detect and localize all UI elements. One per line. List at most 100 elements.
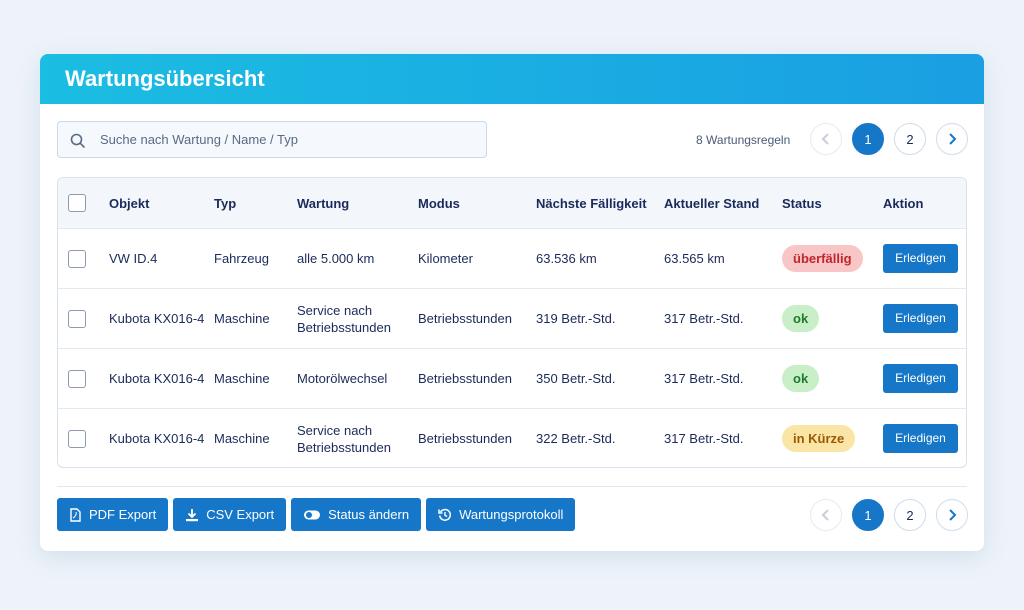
prev-page[interactable] [810,123,842,155]
row-checkbox[interactable] [68,249,86,268]
button-label: Status ändern [328,507,410,522]
chevron [821,509,829,521]
status-badge: ok [782,305,820,332]
row-checkbox[interactable] [68,309,86,328]
next-page[interactable] [936,499,968,531]
select-all[interactable] [68,194,86,212]
action-button[interactable]: Erledigen [883,364,958,393]
cell: Maschine [214,311,270,326]
action-cell: Erledigen [883,244,966,273]
footer-button[interactable]: PDF Export [57,498,169,531]
download-icon [186,508,199,521]
title: Wartungsübersicht [65,66,265,91]
cell: VW ID.4 [109,251,158,266]
table: Objekt Typ Wartung Modus Nächste Fälligkeit A… [57,177,967,468]
chevron [949,133,957,145]
search-box[interactable]: Suche nach Wartung / Name / Typ [57,121,487,158]
page-button[interactable]: 1 [852,123,884,155]
card: Wartungsübersicht Suche nach Wartung / N… [40,54,984,551]
cell: alle 5.000 km [297,251,375,266]
cell: Service nach Betriebsstunden [297,422,391,455]
cell [58,369,109,388]
page-button[interactable]: 2 [894,123,926,155]
history-icon [438,508,452,521]
cell: Maschine [214,431,270,446]
cell: Fahrzeug [214,251,269,266]
status-badge: überfällig [782,245,863,272]
status-cell: ok [782,305,883,332]
status-cell: in Kürze [782,425,883,452]
column-header: Wartung [297,195,350,211]
footer-buttons: PDF Export CSV Export Status ändern Wartung… [57,498,576,531]
action-cell: Erledigen [883,304,966,333]
table-row: Kubota KX016-4 Maschine Motorölwechsel Betr… [58,348,966,408]
action-button[interactable]: Erledigen [883,424,958,453]
table-row: Kubota KX016-4 Maschine Service nach Betri… [58,288,966,348]
column-header: Modus [418,195,460,211]
search-placeholder: Suche nach Wartung / Name / Typ [100,132,298,147]
footer-button[interactable]: Status ändern [291,498,422,531]
table-row: Kubota KX016-4 Maschine Service nach Betri… [58,408,966,467]
cell: Kilometer [418,251,473,266]
prev-page[interactable] [810,499,842,531]
cell: 322 Betr.-Std. [536,431,616,446]
cell: 63.565 km [664,251,725,266]
column-header: Aktion [883,195,924,211]
footer-button[interactable]: Wartungsprotokoll [426,498,576,531]
status-cell: überfällig [782,245,883,272]
cell: 350 Betr.-Std. [536,371,616,386]
cell: Service nach Betriebsstunden [297,302,391,335]
action-button[interactable]: Erledigen [883,304,958,333]
column-header: Nächste Fälligkeit [536,195,647,211]
row-checkbox[interactable] [68,429,86,448]
page-button[interactable]: 2 [894,499,926,531]
cell: Kubota KX016-4 [109,371,205,386]
count: 8 Wartungsregeln [696,133,791,147]
cell: Betriebsstunden [418,371,512,386]
cell [58,429,109,448]
status-badge: in Kürze [782,425,856,452]
chevron [821,133,829,145]
chevron [949,509,957,521]
button-label: Wartungsprotokoll [459,507,564,522]
divider [57,486,967,487]
table-header: Objekt Typ Wartung Modus Nächste Fälligkeit A… [58,178,966,228]
status-badge: ok [782,365,820,392]
cell: 63.536 km [536,251,597,266]
cell: 317 Betr.-Std. [664,431,744,446]
cell: 319 Betr.-Std. [536,311,616,326]
next-page[interactable] [936,123,968,155]
column-header: Aktueller Stand [664,195,760,211]
column-header: Objekt [109,195,150,211]
table-row: VW ID.4 Fahrzeug alle 5.000 km Kilometer 63.… [58,228,966,288]
status-cell: ok [782,365,883,392]
column-header: Status [782,195,822,211]
cell [58,309,109,328]
cell: Kubota KX016-4 [109,431,205,446]
cell [58,194,109,212]
cell: 317 Betr.-Std. [664,311,744,326]
row-checkbox[interactable] [68,369,86,388]
cell: Betriebsstunden [418,311,512,326]
button-label: PDF Export [89,507,157,522]
cell: Kubota KX016-4 [109,311,205,326]
action-cell: Erledigen [883,364,966,393]
column-header: Typ [214,195,237,211]
action-button[interactable]: Erledigen [883,244,958,273]
cell: Maschine [214,371,270,386]
page-button[interactable]: 1 [852,499,884,531]
toggle-icon [304,510,321,519]
header: Wartungsübersicht [40,54,984,104]
action-cell: Erledigen [883,424,966,453]
pdf-icon [70,507,81,522]
search-icon [70,133,86,149]
cell: Motorölwechsel [297,371,388,386]
cell [58,249,109,268]
footer-button[interactable]: CSV Export [173,498,287,531]
cell: Betriebsstunden [418,431,512,446]
cell: 317 Betr.-Std. [664,371,744,386]
button-label: CSV Export [206,507,275,522]
